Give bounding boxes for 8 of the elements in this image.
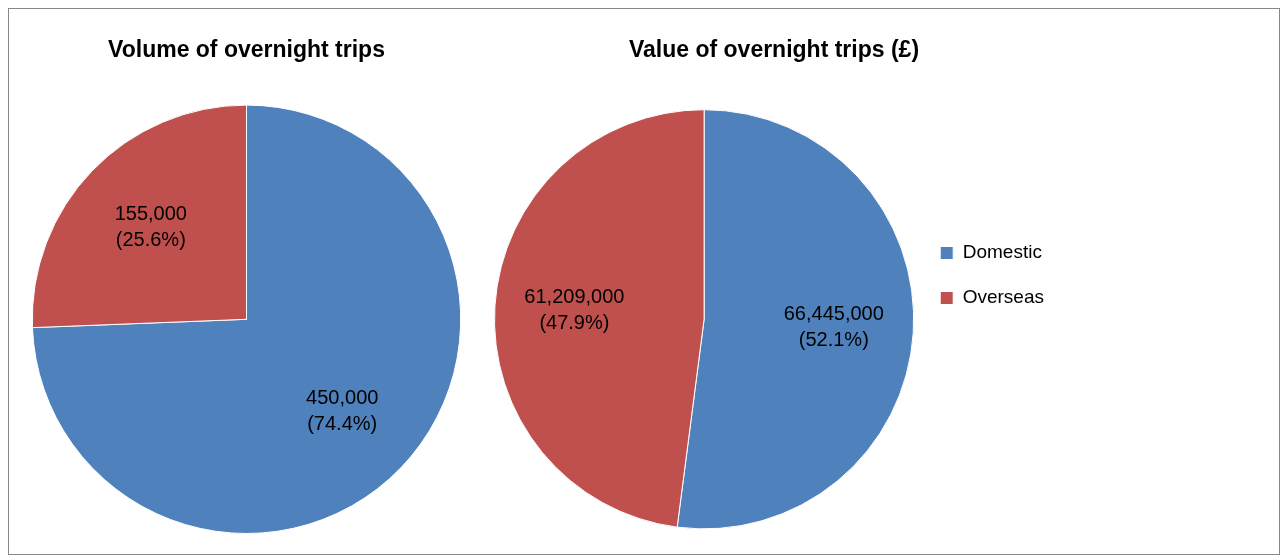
- data-label: 61,209,000 (47.9%): [524, 285, 625, 334]
- data-label: 66,445,000 (52.1%): [783, 302, 884, 351]
- legend-label: Overseas: [962, 286, 1045, 308]
- chart-title: Volume of overnight trips: [108, 36, 385, 63]
- data-label: 450,000 (74.4%): [306, 385, 379, 434]
- legend-label: Domestic: [962, 241, 1042, 263]
- data-label: 155,000 (25.6%): [114, 201, 187, 250]
- chart-title: Value of overnight trips (£): [628, 36, 920, 63]
